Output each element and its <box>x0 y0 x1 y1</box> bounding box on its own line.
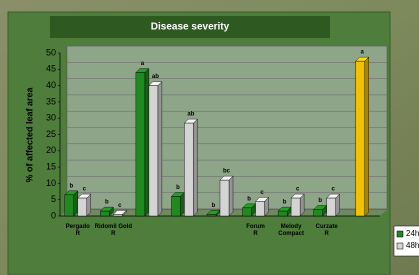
y-tick-label: 20 <box>46 145 56 155</box>
significance-letter: b <box>247 196 251 202</box>
bar-side <box>229 176 233 216</box>
legend-swatch <box>397 243 403 249</box>
significance-letter: b <box>318 198 322 204</box>
significance-letter: ab <box>152 74 159 80</box>
y-tick-label: 5 <box>51 194 56 204</box>
chart: Disease severity % of affected leaf area… <box>0 0 419 275</box>
bar <box>207 214 216 216</box>
significance-letter: b <box>283 200 287 206</box>
bar <box>278 211 287 216</box>
y-tick-label: 10 <box>46 178 56 188</box>
y-axis-label: % of affected leaf area <box>24 86 34 182</box>
bar <box>314 209 323 216</box>
y-tick-label: 25 <box>46 129 56 139</box>
significance-letter: b <box>105 200 109 206</box>
chart-title: Disease severity <box>151 22 230 33</box>
bar-side <box>74 191 78 216</box>
y-tick-label: 0 <box>51 210 56 220</box>
y-tick-label: 50 <box>46 47 56 57</box>
significance-letter: bc <box>223 169 231 175</box>
significance-letter: b <box>212 203 216 209</box>
y-tick-label: 40 <box>46 80 56 90</box>
bar <box>291 198 300 216</box>
significance-letter: b <box>176 185 180 191</box>
bar <box>256 201 265 216</box>
bar-side <box>158 82 162 216</box>
bar-side <box>193 119 197 216</box>
significance-letter: b <box>69 183 73 189</box>
bar <box>65 195 74 216</box>
y-tick-label: 30 <box>46 113 56 123</box>
y-tick-label: 45 <box>46 64 56 74</box>
bar <box>171 196 180 216</box>
bar <box>113 214 122 216</box>
bar <box>78 198 87 216</box>
bar <box>100 211 109 216</box>
bar-side <box>145 69 149 216</box>
bar <box>243 208 252 216</box>
legend-label: 24h <box>406 229 419 238</box>
bar <box>136 73 145 216</box>
y-tick-label: 35 <box>46 96 56 106</box>
bar <box>149 86 158 216</box>
bar <box>356 61 365 216</box>
bar-side <box>365 57 369 216</box>
legend-swatch <box>397 231 403 237</box>
legend-label: 48h <box>406 241 419 250</box>
bar <box>184 123 193 216</box>
y-tick-label: 15 <box>46 161 56 171</box>
significance-letter: ab <box>187 112 194 118</box>
bar <box>327 198 336 216</box>
bar <box>220 180 229 216</box>
